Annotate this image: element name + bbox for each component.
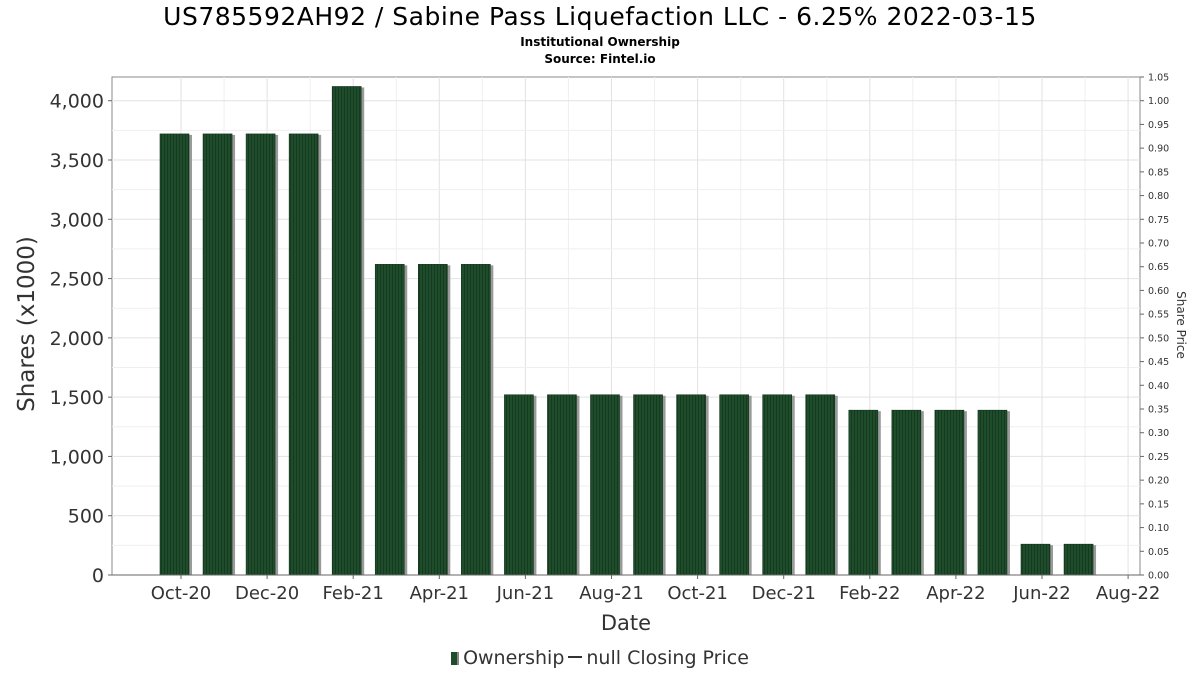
legend-ownership-label: Ownership [463,647,565,669]
ownership-bar [1063,543,1094,576]
ownership-bar [331,86,362,576]
ownership-bar [977,409,1008,576]
ownership-bar [762,394,793,576]
y-tick-label: 1,000 [50,446,104,468]
ownership-bar [202,133,233,576]
y2-tick-label: 0.65 [1148,262,1169,273]
x-tick-label: Dec-21 [752,583,816,604]
y-tick-label: 3,000 [50,209,104,231]
y2-tick-label: 0.90 [1148,144,1169,155]
y2-tick-label: 0.00 [1148,571,1169,582]
ownership-bar [504,394,534,576]
x-tick-label: Dec-20 [235,583,299,604]
y-tick-label: 2,000 [50,328,104,350]
chart-subtitle: Institutional Ownership [520,35,680,49]
legend: Ownership null Closing Price [0,647,1200,669]
ownership-bar [891,409,922,576]
x-tick-label: Apr-21 [410,583,469,604]
x-tick-label: Jun-22 [1012,583,1071,604]
bars [159,86,1097,576]
y2-tick-label: 0.05 [1148,547,1169,558]
x-tick-label: Apr-22 [926,583,985,604]
ownership-bar [848,409,879,576]
y2-tick-label: 0.75 [1148,215,1169,226]
chart-source: Source: Fintel.io [544,52,656,66]
y2-tick-label: 0.15 [1148,499,1169,510]
ownership-bar [374,264,405,576]
ownership-bar [547,394,577,576]
y2-tick-label: 0.40 [1148,381,1169,392]
y2-tick-label: 0.60 [1148,286,1169,297]
x-tick-label: Oct-21 [667,583,728,604]
x-tick-label: Jun-21 [496,583,555,604]
x-tick-label: Feb-22 [839,583,900,604]
y2-tick-label: 0.20 [1148,476,1169,487]
y-tick-label: 1,500 [50,387,104,409]
axes: Oct-20 Dec-20 Feb-21 Apr-21 Jun-21 Aug-21 Oct-… [50,73,1170,605]
y-tick-label: 500 [68,506,104,528]
y2-tick-label: 0.35 [1148,405,1169,416]
ownership-bar [1020,543,1051,576]
y2-tick-label: 0.70 [1148,239,1169,250]
y2-tick-label: 1.05 [1148,73,1169,84]
y2-tick-label: 0.10 [1148,523,1169,534]
chart-title: US785592AH92 / Sabine Pass Liquefaction … [163,2,1037,31]
ownership-bar [805,394,836,576]
closing-price-legend-line [568,656,583,658]
x-axis-label: Date [601,611,651,635]
ownership-bar [417,264,448,576]
ownership-bar [245,133,276,576]
y2-tick-label: 1.00 [1148,96,1169,107]
ownership-bar [461,264,491,576]
x-tick-label: Feb-21 [323,583,384,604]
ownership-legend-swatch [451,652,460,665]
x-tick-label: Aug-22 [1096,583,1161,604]
y2-tick-label: 0.30 [1148,428,1169,439]
y2-tick-label: 0.45 [1148,357,1169,368]
y2-tick-label: 0.95 [1148,120,1169,131]
ownership-bar [159,133,190,576]
y2-tick-label: 0.50 [1148,333,1169,344]
y-axis-label: Shares (x1000) [14,236,40,412]
y-tick-label: 3,500 [50,150,104,172]
ownership-bar [288,133,319,576]
y2-tick-label: 0.55 [1148,310,1169,321]
ownership-bar [934,409,965,576]
ownership-bar [590,394,620,576]
ownership-bar [719,394,749,576]
y-tick-label: 4,000 [50,91,104,113]
y-tick-label: 0 [92,565,104,587]
y2-tick-label: 0.25 [1148,452,1169,463]
x-tick-label: Oct-20 [151,583,212,604]
legend-closing-price-label: null Closing Price [586,647,749,669]
y-tick-label: 2,500 [50,269,104,291]
ownership-bar [633,394,663,576]
ownership-bar [676,394,706,576]
y2-axis-label: Share Price [1174,291,1188,359]
y2-tick-label: 0.85 [1148,167,1169,178]
x-tick-label: Aug-21 [579,583,644,604]
ownership-chart: Oct-20 Dec-20 Feb-21 Apr-21 Jun-21 Aug-21 Oct-… [14,73,1188,636]
y2-tick-label: 0.80 [1148,191,1169,202]
